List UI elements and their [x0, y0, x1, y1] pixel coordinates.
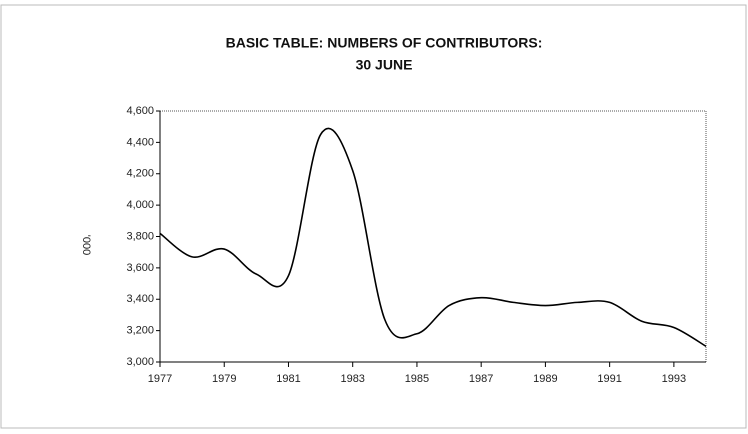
- x-tick-label: 1989: [533, 373, 557, 385]
- plot-frame: [159, 110, 707, 363]
- x-tick-label: 1991: [597, 373, 621, 385]
- y-tick-label: 3,200: [126, 325, 154, 337]
- y-tick-label: 4,000: [126, 199, 154, 211]
- frame: [0, 4, 747, 429]
- line-series: [159, 127, 707, 348]
- x-tick-label: 1981: [276, 373, 300, 385]
- chart-title: 30 JUNE: [356, 57, 413, 73]
- y-tick-label: 3,600: [126, 262, 154, 274]
- y-tick-label: 4,400: [126, 136, 154, 148]
- x-tick-label: 1993: [662, 373, 686, 385]
- y-tick-label: 4,200: [126, 168, 154, 180]
- x-tick-label: 1977: [148, 373, 172, 385]
- x-tick-label: 1987: [469, 373, 493, 385]
- x-tick-label: 1979: [212, 373, 236, 385]
- y-tick-label: 3,000: [126, 356, 154, 368]
- x-tick-label: 1983: [340, 373, 364, 385]
- y-tick-label: 3,800: [126, 230, 154, 242]
- x-tick-label: 1985: [405, 373, 429, 385]
- chart-title: BASIC TABLE: NUMBERS OF CONTRIBUTORS:: [226, 35, 543, 51]
- y-axis-label: '000: [80, 235, 92, 255]
- y-tick-label: 4,600: [126, 105, 154, 117]
- y-tick-label: 3,400: [126, 293, 154, 305]
